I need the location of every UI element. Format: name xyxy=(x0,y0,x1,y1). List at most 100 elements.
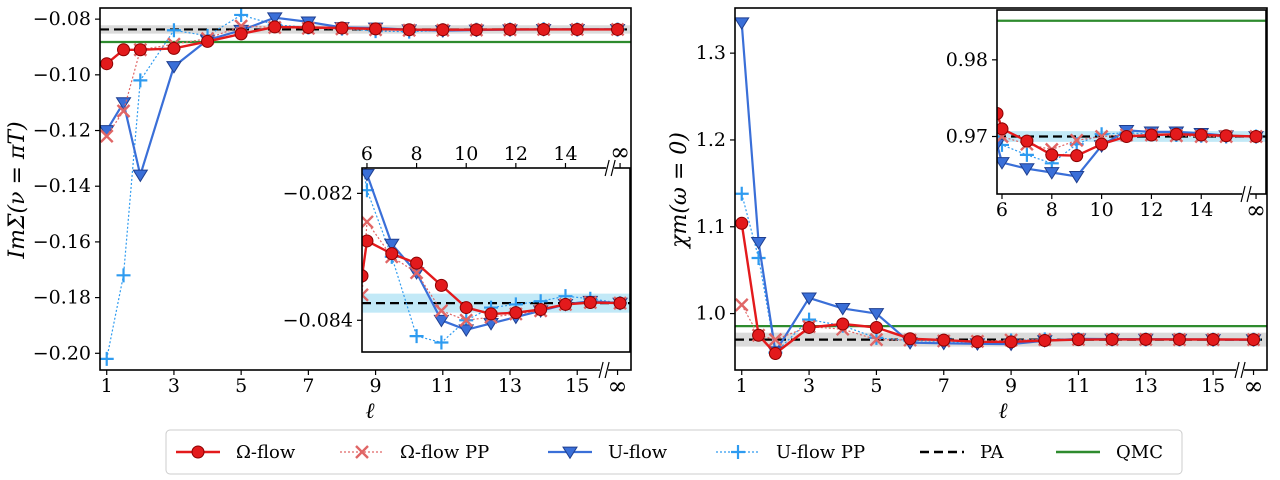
panel-left-main: 1 3 5 7 9 11 13 15 ∞−0.20−0.18−0.16−0.14−0.12−0.… xyxy=(33,7,632,400)
point-omega_pp xyxy=(735,298,749,312)
point-uflow xyxy=(801,292,817,306)
y-tick-label: −0.20 xyxy=(33,342,91,364)
x-tick-label: 12 xyxy=(1139,199,1163,221)
point-omega xyxy=(1045,148,1059,162)
y-tick-label: −0.082 xyxy=(283,182,353,204)
point-uflow xyxy=(735,17,750,31)
y-tick-label: 0.98 xyxy=(946,49,988,71)
point-omega xyxy=(1095,137,1109,151)
point-omega xyxy=(410,256,424,270)
point-omega_pp xyxy=(768,332,783,347)
x-tick-label: 7 xyxy=(302,375,314,397)
point-omega xyxy=(1219,129,1233,143)
point-omega xyxy=(434,278,448,292)
x-axis-label-left: ℓ xyxy=(365,399,375,424)
point-uflow_pp xyxy=(100,351,114,366)
legend-item-omega: Ω-flow xyxy=(176,442,296,463)
y-tick-label: −0.16 xyxy=(33,231,91,253)
legend-item-uflow: U-flow xyxy=(548,442,668,463)
point-omega xyxy=(100,57,114,71)
point-omega xyxy=(583,296,597,310)
point-omega xyxy=(611,22,625,36)
axes-frame xyxy=(99,7,632,371)
point-omega xyxy=(201,34,215,48)
y-tick-label: −0.12 xyxy=(33,120,91,142)
point-omega xyxy=(1144,128,1158,142)
axis-break-mark xyxy=(598,361,610,379)
y-tick-label: −0.18 xyxy=(33,287,91,309)
point-omega xyxy=(869,320,883,334)
series-omega xyxy=(100,20,625,71)
point-uflow_pp xyxy=(434,335,449,350)
x-tick-label: 3 xyxy=(168,375,180,397)
y-tick-label: −0.10 xyxy=(33,64,91,86)
point-uflow xyxy=(750,236,767,250)
point-omega xyxy=(1070,149,1084,163)
point-omega xyxy=(436,23,450,37)
point-omega xyxy=(469,23,483,37)
legend-marker-uflow_pp xyxy=(731,445,745,459)
x-tick-label: 10 xyxy=(1090,199,1114,221)
point-uflow xyxy=(1043,167,1060,180)
x-tick-label: 10 xyxy=(454,143,478,165)
point-omega xyxy=(558,297,572,311)
x-tick-label: 11 xyxy=(1066,375,1090,397)
point-omega xyxy=(768,347,782,361)
point-uflow_pp xyxy=(751,251,766,266)
point-omega xyxy=(1139,332,1153,346)
point-uflow_pp xyxy=(234,8,249,22)
inset-background xyxy=(362,168,630,352)
axes-frame xyxy=(734,7,1268,371)
point-uflow xyxy=(266,12,283,25)
point-omega xyxy=(1247,333,1261,347)
point-uflow_pp xyxy=(166,23,181,38)
y-axis-label-left: ImΣ(ν = πT) xyxy=(5,121,30,259)
point-omega xyxy=(752,328,766,342)
point-omega xyxy=(1172,332,1186,346)
point-uflow_pp xyxy=(116,268,131,283)
legend-frame xyxy=(165,429,1183,475)
inset-background xyxy=(997,10,1266,194)
series-omega xyxy=(362,234,627,321)
point-omega_pp xyxy=(116,104,131,118)
point-uflow xyxy=(868,308,885,321)
point-omega xyxy=(735,216,749,230)
legend-label-pa: PA xyxy=(980,442,1004,463)
point-uflow xyxy=(362,168,375,182)
point-uflow_pp xyxy=(1019,147,1034,162)
x-tick-label: 12 xyxy=(504,143,528,165)
point-omega_pp xyxy=(1069,133,1084,148)
point-uflow xyxy=(1068,170,1085,184)
x-tick-label: 14 xyxy=(553,143,577,165)
x-tick-label: 15 xyxy=(565,375,589,397)
point-omega xyxy=(484,307,498,321)
point-uflow_pp xyxy=(409,329,424,344)
x-tick-label-infinity: ∞ xyxy=(608,372,628,400)
x-tick-label: 11 xyxy=(431,375,455,397)
point-omega xyxy=(362,234,374,248)
legend-label-uflow: U-flow xyxy=(608,442,668,463)
point-omega xyxy=(117,43,131,57)
x-tick-label: 5 xyxy=(870,375,882,397)
point-omega xyxy=(1020,134,1034,148)
point-omega xyxy=(997,122,1009,136)
point-uflow xyxy=(433,314,450,328)
y-tick-label: −0.08 xyxy=(33,8,91,30)
point-omega xyxy=(509,306,523,320)
point-uflow xyxy=(997,138,1005,152)
legend: Ω-flow Ω-flow PP U-flow U-flow PP PA QMC xyxy=(165,429,1183,475)
point-omega_pp xyxy=(434,303,449,318)
point-omega xyxy=(1038,333,1052,347)
legend-marker-uflow xyxy=(562,446,578,460)
point-uflow xyxy=(115,97,132,110)
panel-right-main: 1 3 5 7 9 11 13 15 ∞1.01.11.21.3 xyxy=(696,7,1268,400)
point-omega xyxy=(1249,130,1263,143)
plot-area-left-main xyxy=(100,8,631,366)
point-omega xyxy=(537,22,551,36)
x-tick-label: 5 xyxy=(235,375,247,397)
point-omega xyxy=(234,27,248,41)
point-omega xyxy=(385,247,399,261)
point-omega_pp xyxy=(362,215,374,229)
point-uflow_pp xyxy=(133,73,148,88)
